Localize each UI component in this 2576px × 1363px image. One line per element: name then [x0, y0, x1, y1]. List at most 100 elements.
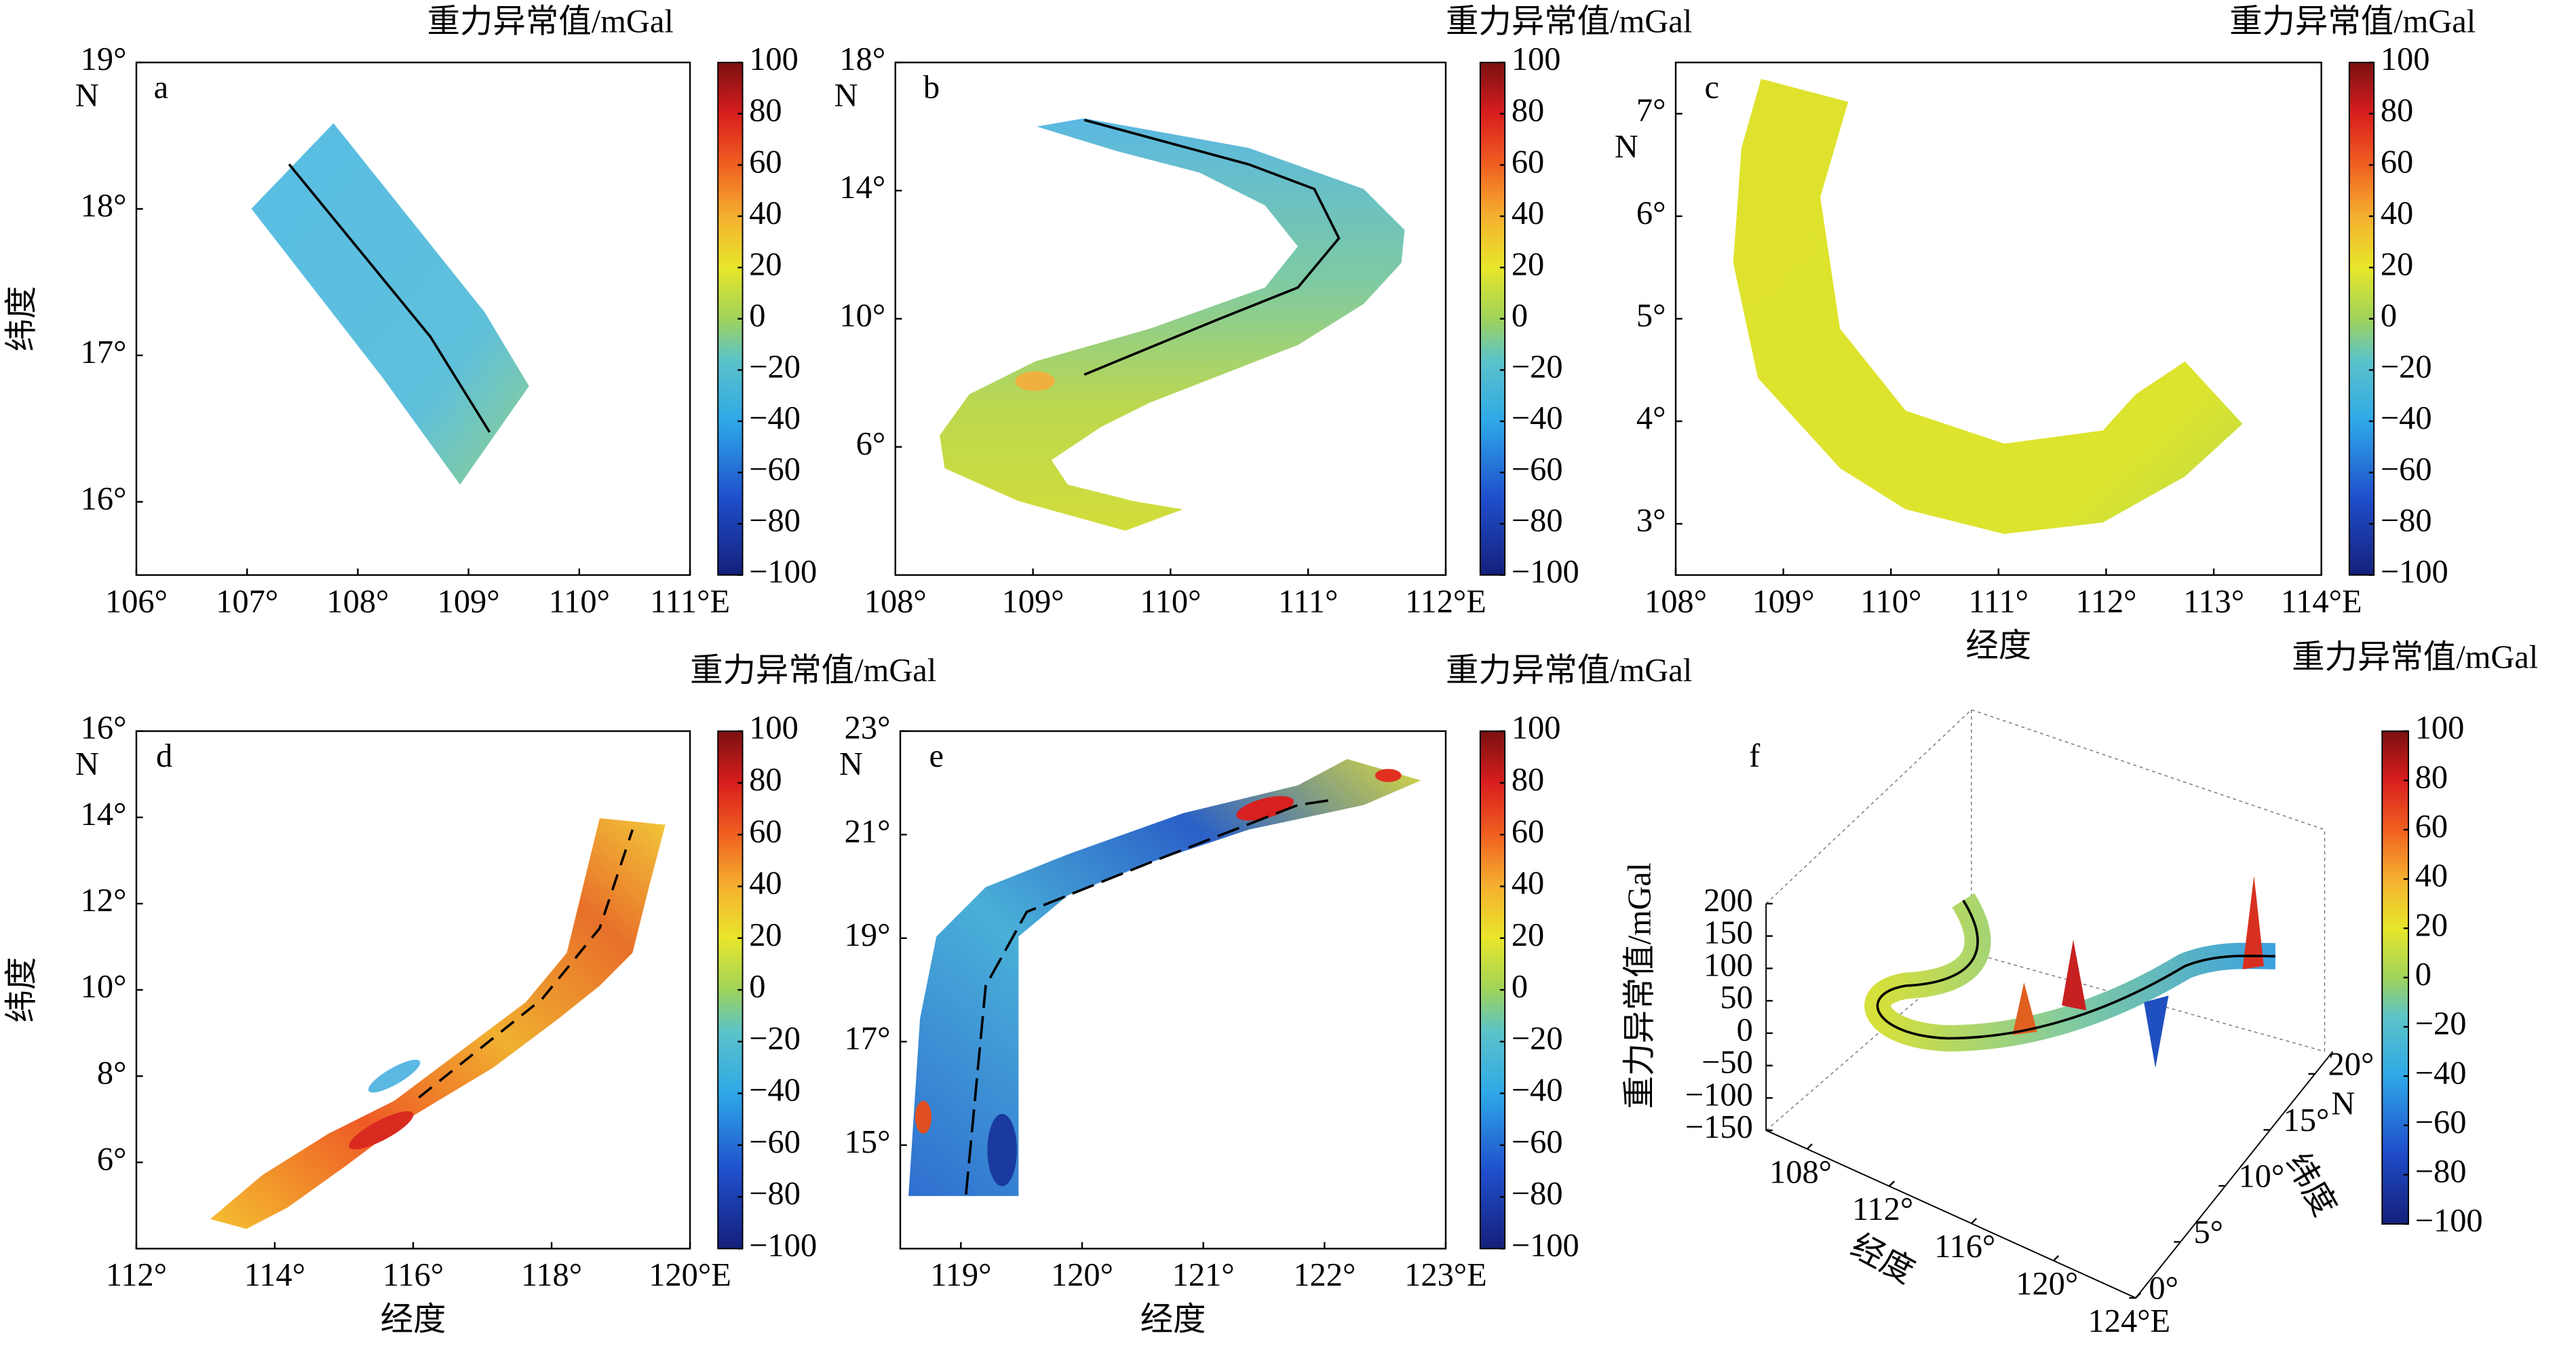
- y-tick-label: 3°: [1636, 503, 1666, 539]
- x-tick-label: 110°: [549, 583, 610, 619]
- x-tick-label: 120°: [1051, 1257, 1113, 1293]
- track-line: [1083, 119, 1341, 376]
- colorbar-tick-label: −20: [749, 349, 801, 385]
- colorbar-tick-label: 80: [1512, 762, 1544, 798]
- surface-3d: [1765, 709, 2334, 1299]
- panel-label: e: [929, 738, 944, 774]
- colorbar-tick-label: 60: [749, 144, 782, 180]
- colorbar-tick-label: −80: [749, 1176, 801, 1212]
- colorbar-tick-label: −100: [1512, 1228, 1579, 1264]
- x-tick-label: 112°: [1852, 1191, 1913, 1227]
- x-tick-label: 116°: [383, 1257, 444, 1293]
- y-tick-label: 17°: [81, 334, 127, 370]
- y-tick-label: 14°: [839, 170, 885, 206]
- colorbar-title: 重力异常值/mGal: [427, 3, 674, 39]
- colorbar-tick-label: −100: [2381, 554, 2448, 590]
- colorbar-tick-label: 0: [749, 298, 765, 334]
- x-tick-label: 109°: [438, 583, 500, 619]
- colorbar-tick-label: 40: [1512, 866, 1544, 902]
- colorbar-title: 重力异常值/mGal: [1446, 3, 1692, 39]
- colorbar-tick-label: 100: [1512, 710, 1561, 746]
- x-tick-label: 111°E: [650, 583, 730, 619]
- colorbar-tick-label: −80: [2415, 1154, 2467, 1190]
- x-tick-label: 110°: [1140, 583, 1201, 619]
- x-tick-label: 119°: [930, 1257, 991, 1293]
- swath-patch: [987, 1113, 1017, 1187]
- colorbar-tick-label: 100: [2415, 710, 2465, 746]
- box-edge: [1765, 952, 2325, 1131]
- colorbar-tick-label: 40: [1512, 195, 1544, 231]
- colorbar-tick-label: 80: [2381, 93, 2413, 129]
- track-line: [418, 829, 634, 1099]
- x-tick-label: 109°: [1002, 583, 1064, 619]
- x-tick-label: 112°: [2075, 583, 2136, 619]
- track-line: [288, 164, 491, 433]
- colorbar-tick-label: 40: [2415, 858, 2448, 894]
- x-axis-label: 经度: [381, 1302, 446, 1338]
- x-tick-label: 122°: [1293, 1257, 1356, 1293]
- x-tick-label: 121°: [1172, 1257, 1235, 1293]
- y-tick-label: 6°: [97, 1141, 127, 1177]
- x-tick-label: 111°: [1278, 583, 1338, 619]
- colorbar-tick-label: −20: [749, 1020, 801, 1056]
- colorbar-tick-label: 20: [1512, 917, 1544, 953]
- x-tick-label: 123°E: [1404, 1257, 1487, 1293]
- track-line: [1876, 900, 2275, 1040]
- x-tick: [1971, 1218, 1977, 1225]
- x-tick-label: 108°: [1645, 583, 1707, 619]
- colorbar-tick-label: −100: [749, 554, 817, 590]
- colorbar-tick-label: −20: [2381, 349, 2432, 385]
- colorbar-tick-label: −100: [749, 1228, 817, 1264]
- x-tick-label: 114°E: [2281, 583, 2362, 619]
- z-tick-label: 100: [1704, 947, 1753, 983]
- y-tick-label: 23°: [845, 710, 891, 746]
- swath: [908, 759, 1421, 1196]
- colorbar-tick-label: −20: [1512, 1020, 1563, 1056]
- panel-label: d: [156, 738, 172, 774]
- panel-label: f: [1749, 738, 1761, 774]
- swath-patch: [349, 1111, 414, 1150]
- y-unit-label: N: [75, 77, 99, 113]
- z-tick-label: −50: [1702, 1045, 1753, 1081]
- x-tick-label: 106°: [105, 583, 168, 619]
- y-unit-label: N: [75, 746, 99, 782]
- x-tick-label: 112°: [106, 1257, 167, 1293]
- colorbar-tick-label: 80: [2415, 759, 2448, 795]
- plot-frame: [135, 730, 691, 1250]
- y-tick-label: 17°: [845, 1020, 891, 1056]
- y-unit-label: N: [2331, 1086, 2355, 1121]
- y-tick-label: 18°: [81, 188, 127, 224]
- colorbar-tick-label: −80: [2381, 503, 2432, 539]
- z-tick-label: 50: [1720, 980, 1752, 1016]
- colorbar-tick-label: 80: [749, 762, 782, 798]
- y-axis-label: 纬度: [3, 957, 39, 1023]
- plot-frame: [899, 730, 1447, 1250]
- x-tick-label: 107°: [216, 583, 278, 619]
- colorbar-tick-label: 20: [749, 246, 782, 282]
- z-tick-label: −100: [1685, 1077, 1753, 1113]
- swath-patch: [1236, 796, 1294, 821]
- swath: [1733, 79, 2243, 535]
- y-tick-label: 8°: [97, 1055, 127, 1091]
- y-tick-label: 10°: [2238, 1158, 2284, 1194]
- colorbar-tick-label: 40: [749, 866, 782, 902]
- colorbar-tick-label: −60: [749, 1124, 801, 1160]
- y-tick-label: 10°: [839, 298, 885, 334]
- colorbar-title: 重力异常值/mGal: [2229, 3, 2476, 39]
- z-tick-label: 200: [1704, 883, 1753, 919]
- swath: [251, 123, 529, 485]
- y-tick-label: 16°: [81, 710, 127, 746]
- x-tick-label: 109°: [1752, 583, 1815, 619]
- y-tick-label: 21°: [845, 813, 891, 849]
- z-tick-label: 150: [1704, 915, 1753, 951]
- colorbar-tick-label: 20: [1512, 246, 1544, 282]
- x-axis-label: 经度: [1845, 1228, 1920, 1290]
- x-tick-label: 113°: [2183, 583, 2244, 619]
- swath-spike: [2012, 982, 2037, 1035]
- colorbar-tick-label: −80: [1512, 1176, 1563, 1212]
- colorbar-tick-label: −60: [2381, 452, 2432, 488]
- colorbar-tick-label: 100: [2381, 41, 2430, 77]
- colorbar-tick-label: −60: [749, 452, 801, 488]
- x-tick-label: 124°E: [2088, 1303, 2171, 1339]
- x-tick-label: 108°: [326, 583, 389, 619]
